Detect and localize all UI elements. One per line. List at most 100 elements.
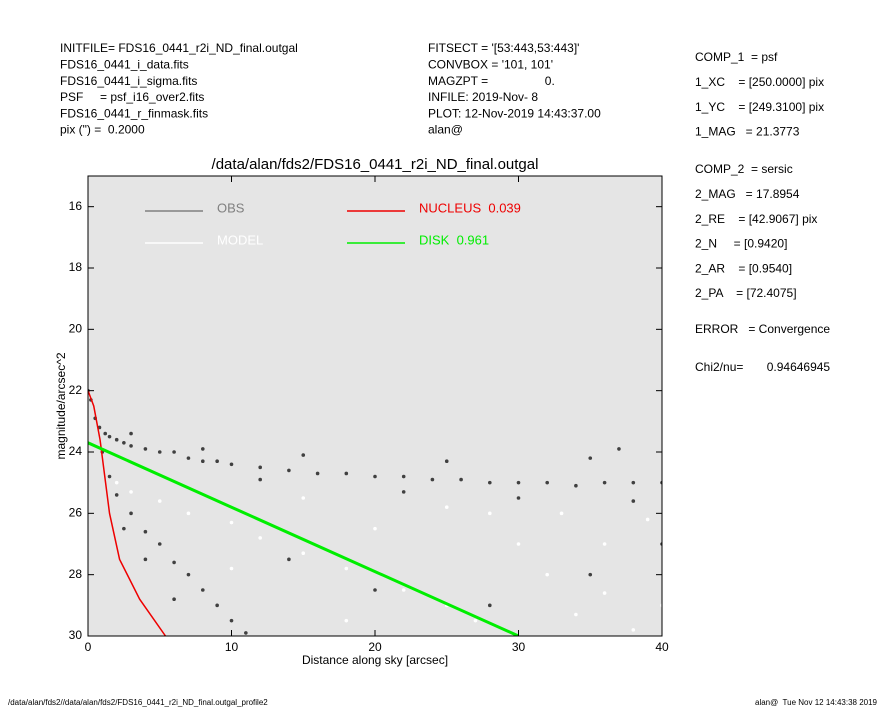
point: [373, 526, 377, 531]
legend-label: DISK 0.961: [419, 232, 489, 247]
info-right: ERROR = Convergence: [695, 322, 830, 336]
point: [588, 456, 593, 460]
legend-label: OBS: [217, 200, 245, 215]
info-mid: INFILE: 2019-Nov- 8: [428, 90, 538, 104]
chart-title: /data/alan/fds2/FDS16_0441_r2i_ND_final.…: [212, 156, 539, 173]
point: [430, 477, 435, 482]
point: [401, 588, 406, 592]
x-tick-label: 30: [512, 640, 526, 654]
point: [373, 474, 377, 479]
info-left: PSF = psf_i16_over2.fits: [60, 90, 204, 104]
x-tick-label: 10: [225, 640, 239, 654]
info-right: COMP_2 = sersic: [695, 162, 793, 176]
point: [301, 496, 306, 500]
info-mid: PLOT: 12-Nov-2019 14:43:37.00: [428, 106, 601, 120]
point: [315, 471, 320, 476]
info-left: FDS16_0441_i_sigma.fits: [60, 74, 197, 88]
info-left: FDS16_0441_i_data.fits: [60, 57, 189, 71]
point: [344, 618, 349, 623]
y-tick-label: 16: [69, 199, 83, 213]
info-right: 2_MAG = 17.8954: [695, 187, 800, 201]
point: [114, 493, 119, 497]
point: [516, 496, 521, 500]
info-right: 2_PA = [72.4075]: [695, 286, 797, 300]
line: [88, 390, 167, 636]
info-right: Chi2/nu= 0.94646945: [695, 360, 830, 374]
point: [459, 477, 463, 482]
point: [301, 551, 306, 555]
point: [258, 536, 263, 540]
y-tick-label: 20: [69, 322, 83, 336]
footer-right: alan@ Tue Nov 12 14:43:38 2019: [755, 698, 878, 707]
point: [516, 542, 521, 546]
legend-label: MODEL: [217, 232, 263, 247]
point: [631, 499, 636, 503]
y-tick-label: 24: [69, 444, 83, 458]
y-tick-label: 26: [69, 506, 83, 520]
point: [103, 431, 108, 436]
info-mid: FITSECT = '[53:443,53:443]': [428, 41, 579, 55]
point: [344, 566, 349, 571]
point: [201, 588, 205, 592]
info-left: FDS16_0441_r_finmask.fits: [60, 106, 208, 120]
point: [401, 490, 406, 494]
footer-left: /data/alan/fds2//data/alan/fds2/FDS16_04…: [8, 698, 268, 707]
point: [157, 450, 162, 454]
info-right: 1_MAG = 21.3773: [695, 125, 800, 139]
info-mid: CONVBOX = '101, 101': [428, 57, 553, 71]
plot-area: [88, 176, 662, 636]
point: [516, 480, 521, 485]
info-right: 1_XC = [250.0000] pix: [695, 75, 824, 89]
point: [143, 529, 148, 534]
info-mid: alan@: [428, 123, 463, 137]
point: [129, 444, 133, 448]
y-tick-label: 18: [69, 260, 83, 274]
point: [201, 459, 205, 464]
point: [215, 603, 219, 608]
point: [444, 505, 449, 510]
point: [545, 572, 549, 577]
point: [172, 450, 176, 454]
info-right: COMP_1 = psf: [695, 50, 778, 64]
info-left: pix (") = 0.2000: [60, 123, 145, 137]
line: [88, 441, 520, 636]
info-mid: MAGZPT = 0.: [428, 74, 555, 88]
point: [114, 480, 119, 485]
point: [186, 511, 191, 516]
point: [488, 480, 492, 485]
point: [143, 557, 148, 562]
x-tick-label: 20: [368, 640, 382, 654]
point: [602, 480, 607, 485]
point: [574, 483, 578, 488]
point: [122, 441, 126, 445]
info-right: 2_AR = [0.9540]: [695, 261, 792, 275]
point: [122, 526, 126, 531]
point: [559, 511, 564, 516]
point: [114, 437, 119, 442]
point: [287, 557, 291, 562]
info-right: 2_N = [0.9420]: [695, 237, 787, 251]
point: [617, 447, 621, 451]
point: [229, 520, 234, 525]
point: [488, 603, 492, 608]
point: [186, 572, 191, 577]
point: [143, 447, 148, 451]
point: [631, 480, 636, 485]
y-tick-label: 22: [69, 383, 83, 397]
point: [215, 459, 219, 464]
point: [129, 431, 133, 436]
point: [258, 465, 263, 470]
point: [301, 453, 306, 457]
point: [186, 456, 191, 460]
x-tick-label: 0: [85, 640, 92, 654]
point: [258, 477, 263, 482]
y-axis-label: magnitude/arcsec^2: [54, 352, 68, 459]
point: [157, 499, 162, 503]
point: [588, 572, 593, 577]
point: [545, 480, 549, 485]
info-right: 2_RE = [42.9067] pix: [695, 212, 817, 226]
point: [157, 542, 162, 546]
info-right: 1_YC = [249.3100] pix: [695, 100, 824, 114]
x-axis-label: Distance along sky [arcsec]: [302, 653, 448, 667]
